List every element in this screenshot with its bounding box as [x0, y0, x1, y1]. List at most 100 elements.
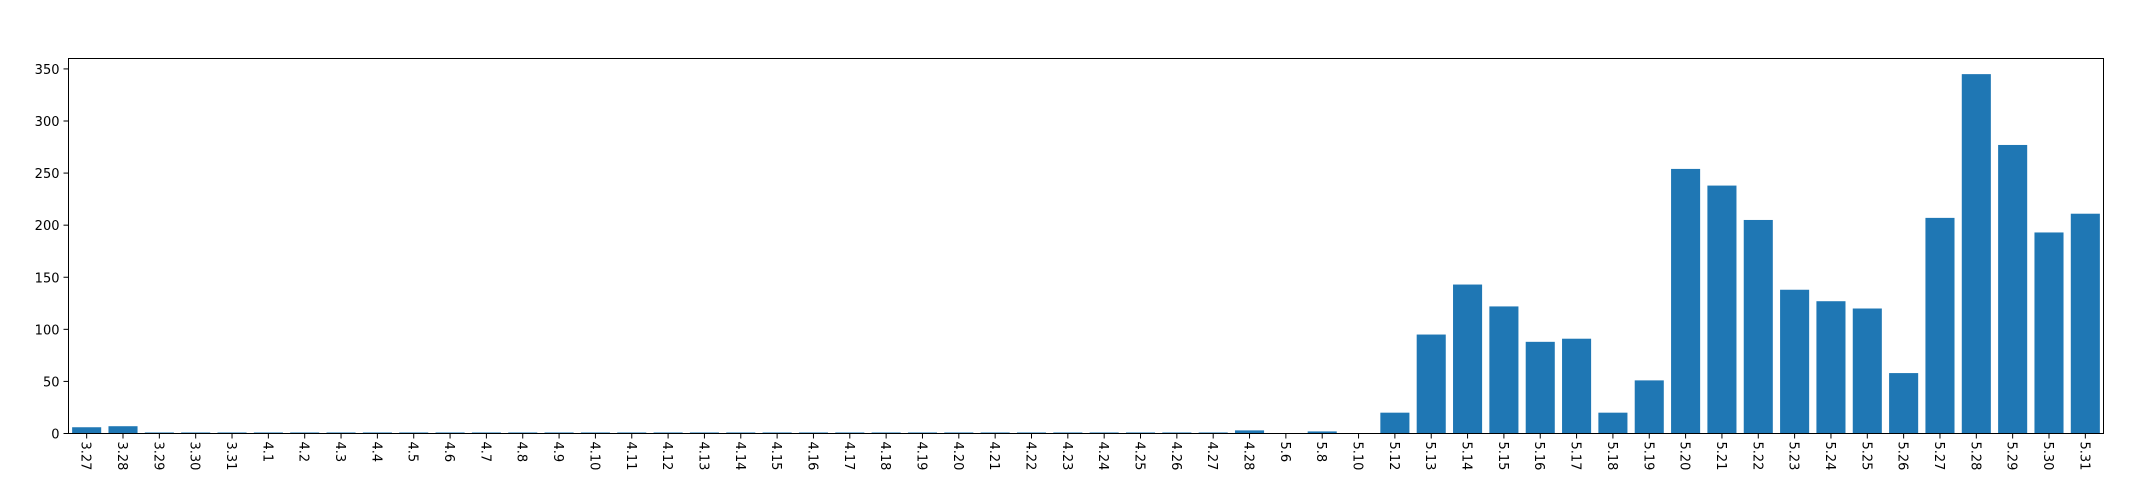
bars-group — [72, 74, 2100, 434]
bar-4.18 — [871, 432, 901, 434]
bar-3.31 — [217, 432, 247, 434]
x-tick-label: 4.4 — [368, 442, 383, 463]
bar-4.24 — [1089, 432, 1119, 434]
bar-4.26 — [1162, 432, 1192, 434]
bar-5.19 — [1634, 380, 1664, 434]
bar-5.27 — [1925, 217, 1955, 434]
bar-5.26 — [1889, 373, 1919, 434]
x-tick-label: 5.20 — [1677, 442, 1692, 471]
bar-3.29 — [144, 432, 174, 434]
bar-4.13 — [689, 432, 719, 434]
y-axis: 0 50 100 150 200 250 300 350 — [35, 63, 69, 443]
x-tick-label: 5.6 — [1277, 442, 1292, 463]
bar-5.12 — [1380, 412, 1410, 434]
x-tick-label: 5.30 — [2040, 442, 2055, 471]
bar-5.22 — [1743, 219, 1773, 434]
bar-3.30 — [181, 432, 211, 434]
bar-5.24 — [1816, 301, 1846, 434]
bar-4.16 — [798, 432, 828, 434]
x-tick-label: 4.21 — [986, 442, 1001, 471]
x-tick-label: 4.5 — [405, 442, 420, 463]
x-tick-label: 4.16 — [804, 442, 819, 471]
bar-4.21 — [980, 432, 1010, 434]
bar-4.9 — [544, 432, 574, 434]
bar-5.13 — [1416, 334, 1446, 434]
y-tick-label: 50 — [43, 375, 60, 390]
bar-5.21 — [1707, 185, 1737, 434]
bar-4.11 — [617, 432, 647, 434]
x-tick-label: 3.28 — [114, 442, 129, 471]
x-tick-label: 5.10 — [1350, 442, 1365, 471]
bar-4.5 — [399, 432, 429, 434]
bar-4.20 — [944, 432, 974, 434]
bar-4.15 — [762, 432, 792, 434]
x-tick-label: 4.3 — [332, 442, 347, 463]
bar-5.8 — [1307, 431, 1337, 434]
bar-5.15 — [1489, 306, 1519, 434]
bar-4.3 — [326, 432, 356, 434]
x-tick-label: 4.14 — [732, 442, 747, 471]
bar-4.23 — [1053, 432, 1083, 434]
y-tick-label: 0 — [51, 428, 59, 443]
x-tick-label: 3.27 — [78, 442, 93, 471]
bar-4.8 — [508, 432, 538, 434]
x-tick-label: 4.6 — [441, 442, 456, 463]
x-tick-label: 5.14 — [1459, 442, 1474, 471]
x-tick-label: 5.22 — [1749, 442, 1764, 471]
x-tick-label: 4.26 — [1168, 442, 1183, 471]
bar-5.30 — [2034, 232, 2064, 434]
y-tick-label: 300 — [35, 115, 60, 130]
x-tick-label: 5.17 — [1568, 442, 1583, 471]
bar-3.28 — [108, 426, 138, 434]
bar-4.1 — [253, 432, 283, 434]
x-tick-label: 4.2 — [296, 442, 311, 463]
x-tick-label: 5.31 — [2076, 442, 2091, 471]
bar-4.6 — [435, 432, 465, 434]
x-tick-label: 5.15 — [1495, 442, 1510, 471]
bar-5.28 — [1961, 74, 1991, 434]
x-tick-label: 4.22 — [1022, 442, 1037, 471]
x-tick-label: 4.8 — [514, 442, 529, 463]
x-tick-label: 4.23 — [1059, 442, 1074, 471]
x-axis: 3.27 3.28 3.29 3.30 3.31 4.1 4.2 4.3 4.4 4.5 4.6 4.… — [78, 433, 2091, 471]
x-tick-label: 5.23 — [1786, 442, 1801, 471]
x-tick-label: 4.27 — [1204, 442, 1219, 471]
x-tick-label: 4.20 — [950, 442, 965, 471]
x-tick-label: 5.25 — [1858, 442, 1873, 471]
y-tick-label: 250 — [35, 167, 60, 182]
bar-4.27 — [1198, 432, 1228, 434]
bar-4.2 — [290, 432, 320, 434]
x-tick-label: 4.17 — [841, 442, 856, 471]
x-tick-label: 5.26 — [1895, 442, 1910, 471]
y-tick-label: 100 — [35, 323, 60, 338]
x-tick-label: 4.28 — [1241, 442, 1256, 471]
x-tick-label: 4.19 — [913, 442, 928, 471]
bar-5.18 — [1598, 412, 1628, 434]
x-tick-label: 4.7 — [477, 442, 492, 463]
bar-4.10 — [580, 432, 610, 434]
x-tick-label: 4.18 — [877, 442, 892, 471]
bar-5.16 — [1525, 341, 1555, 434]
x-tick-label: 4.10 — [586, 442, 601, 471]
x-tick-label: 4.25 — [1132, 442, 1147, 471]
x-tick-label: 5.27 — [1931, 442, 1946, 471]
y-tick-label: 350 — [35, 63, 60, 78]
x-tick-label: 5.8 — [1313, 442, 1328, 463]
x-tick-label: 4.9 — [550, 442, 565, 463]
bar-4.19 — [907, 432, 938, 434]
x-tick-label: 5.21 — [1713, 442, 1728, 471]
bar-5.17 — [1562, 338, 1592, 434]
x-tick-label: 4.12 — [659, 442, 674, 471]
x-tick-label: 5.18 — [1604, 442, 1619, 471]
bar-4.22 — [1016, 432, 1047, 434]
bar-5.14 — [1453, 284, 1483, 434]
x-tick-label: 3.29 — [150, 442, 165, 471]
x-tick-label: 5.19 — [1640, 442, 1655, 471]
bar-5.25 — [1852, 308, 1882, 434]
bar-4.4 — [362, 432, 392, 434]
bar-5.29 — [1998, 144, 2028, 434]
x-tick-label: 4.24 — [1095, 442, 1110, 471]
bar-5.20 — [1671, 168, 1701, 434]
bar-4.7 — [471, 432, 501, 434]
